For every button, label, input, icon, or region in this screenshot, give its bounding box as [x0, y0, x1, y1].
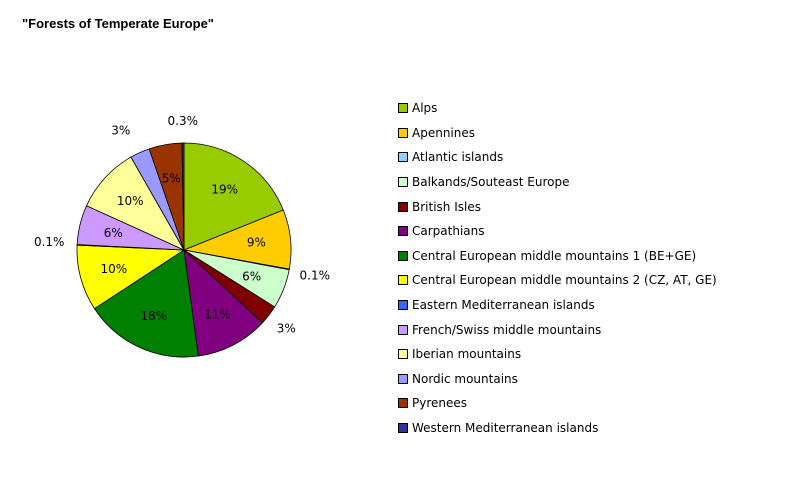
- pie-slice-alps: [183, 142, 284, 251]
- legend-item-balkands-souteast-europe: Balkands/Souteast Europe: [398, 170, 717, 195]
- legend-item-carpathians: Carpathians: [398, 219, 717, 244]
- legend-swatch: [398, 127, 408, 138]
- legend-label: Atlantic islands: [412, 150, 504, 165]
- legend-label: French/Swiss middle mountains: [412, 322, 602, 337]
- legend-item-western-mediterranean-islands: Western Mediterranean islands: [398, 416, 717, 441]
- slice-label-apennines: 9%: [247, 236, 266, 250]
- slice-label-balkands-souteast-europe: 6%: [242, 270, 261, 284]
- legend-item-apennines: Apennines: [398, 121, 717, 146]
- legend-swatch: [398, 349, 408, 360]
- legend-item-atlantic-islands: Atlantic islands: [398, 145, 717, 170]
- slice-label-nordic-mountains: 3%: [111, 124, 130, 138]
- pie-slice-carpathians: [183, 248, 263, 357]
- legend-item-pyrenees: Pyrenees: [398, 391, 717, 416]
- legend-label: Central European middle mountains 2 (CZ,…: [412, 273, 717, 288]
- legend-swatch: [398, 300, 408, 311]
- slice-label-carpathians: 11%: [204, 308, 231, 322]
- legend-swatch: [398, 275, 408, 286]
- pie-slice-western-mediterranean-islands: [181, 142, 185, 251]
- legend-label: Apennines: [412, 125, 475, 140]
- slice-label-central-european-middle-mountains-1-be-ge: 18%: [140, 309, 167, 323]
- legend-swatch: [398, 177, 408, 188]
- chart-legend: Alps Apennines Atlantic islands Balkands/So…: [398, 96, 717, 440]
- legend-item-eastern-mediterranean-islands: Eastern Mediterranean islands: [398, 293, 717, 318]
- legend-swatch: [398, 201, 408, 212]
- legend-item-iberian-mountains: Iberian mountains: [398, 342, 717, 367]
- slice-label-alps: 19%: [211, 183, 238, 197]
- legend-item-central-european-middle-mountains-2-cz-at-ge: Central European middle mountains 2 (CZ,…: [398, 268, 717, 293]
- legend-swatch: [398, 324, 408, 335]
- legend-label: Nordic mountains: [412, 371, 518, 386]
- slice-label-iberian-mountains: 10%: [117, 194, 144, 208]
- legend-item-french-swiss-middle-mountains: French/Swiss middle mountains: [398, 317, 717, 342]
- legend-swatch: [398, 423, 408, 434]
- legend-item-british-isles: British Isles: [398, 194, 717, 219]
- legend-swatch: [398, 152, 408, 163]
- legend-swatch: [398, 226, 408, 237]
- legend-swatch: [398, 373, 408, 384]
- legend-swatch: [398, 250, 408, 261]
- slice-label-central-european-middle-mountains-2-cz-at-ge: 10%: [100, 262, 127, 276]
- legend-swatch: [398, 398, 408, 409]
- legend-label: Western Mediterranean islands: [412, 421, 599, 436]
- pie-slice-central-european-middle-mountains-1-be-ge: [93, 249, 199, 358]
- chart-title: "Forests of Temperate Europe": [22, 16, 214, 31]
- slice-label-eastern-mediterranean-islands: 0.1%: [34, 235, 65, 249]
- legend-item-central-european-middle-mountains-1-be-ge: Central European middle mountains 1 (BE+…: [398, 244, 717, 269]
- legend-label: Carpathians: [412, 224, 485, 239]
- slice-label-french-swiss-middle-mountains: 6%: [104, 226, 123, 240]
- legend-label: Central European middle mountains 1 (BE+…: [412, 248, 697, 263]
- legend-item-nordic-mountains: Nordic mountains: [398, 367, 717, 392]
- legend-label: Alps: [412, 101, 438, 116]
- legend-label: Pyrenees: [412, 396, 468, 411]
- slice-label-pyrenees: 5%: [162, 171, 181, 185]
- legend-label: Balkands/Souteast Europe: [412, 175, 570, 190]
- legend-label: British Isles: [412, 199, 481, 214]
- legend-item-alps: Alps: [398, 96, 717, 121]
- slice-label-british-isles: 3%: [277, 322, 296, 336]
- slice-label-western-mediterranean-islands: 0.3%: [168, 114, 199, 128]
- slice-label-atlantic-islands: 0.1%: [300, 269, 331, 283]
- legend-swatch: [398, 103, 408, 114]
- legend-label: Iberian mountains: [412, 347, 522, 362]
- legend-label: Eastern Mediterranean islands: [412, 298, 595, 313]
